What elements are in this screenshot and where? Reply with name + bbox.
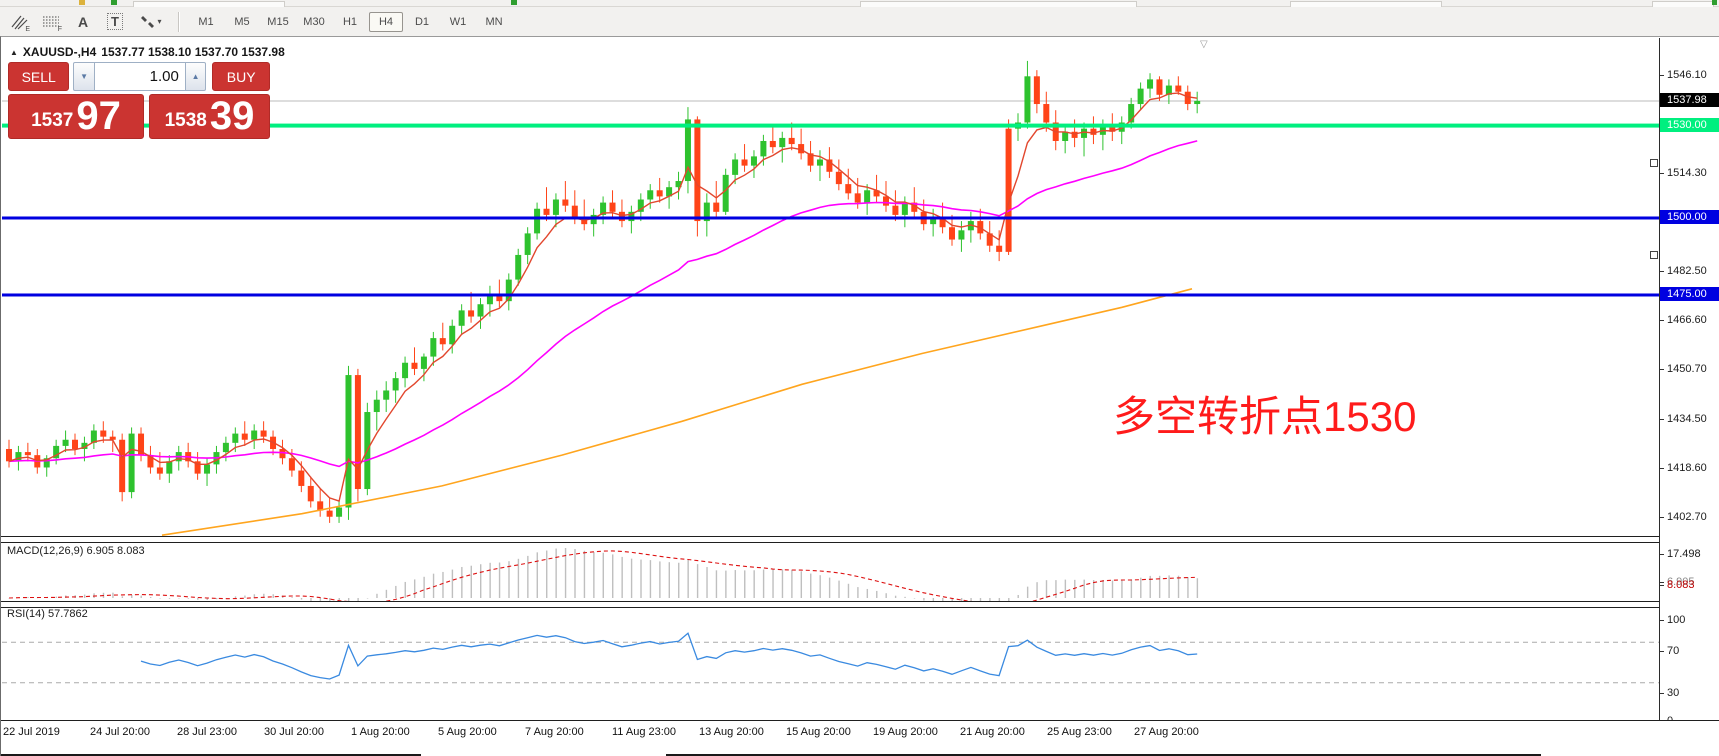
date-tick-label: 27 Aug 20:00 bbox=[1134, 726, 1199, 738]
panel-collapse-icon[interactable]: ▲ bbox=[10, 47, 18, 57]
text-label-glyph: A bbox=[77, 13, 89, 30]
text-box-glyph: T bbox=[107, 13, 123, 30]
chart-shift-marker[interactable]: ▽ bbox=[1200, 39, 1208, 50]
date-tick-label: 19 Aug 20:00 bbox=[873, 726, 938, 738]
price-tick-label: 1466.60 bbox=[1660, 313, 1707, 326]
macd-axis-label: 17.498 bbox=[1660, 548, 1701, 560]
price-tick-label: 1482.50 bbox=[1660, 264, 1707, 277]
rsi-indicator-pane[interactable] bbox=[2, 605, 1659, 719]
buy-price-main: 1538 bbox=[164, 110, 207, 131]
buy-button[interactable]: BUY bbox=[212, 62, 270, 91]
price-tick-label: 1514.30 bbox=[1660, 166, 1707, 179]
symbol-timeframe-label: XAUUSD-,H4 bbox=[22, 45, 97, 59]
chevron-down-icon: ▾ bbox=[157, 17, 162, 26]
date-tick-label: 25 Aug 23:00 bbox=[1047, 726, 1112, 738]
tf-button-m1[interactable]: M1 bbox=[198, 15, 214, 28]
text-label-icon[interactable]: A bbox=[70, 11, 96, 33]
rsi-canvas bbox=[2, 632, 1659, 684]
bottom-window-edge bbox=[1, 746, 1719, 756]
price-tick-label: 1402.70 bbox=[1660, 510, 1707, 523]
chart-toolbar: E F A T ▾ M1 M5 M15 M30 H1 H4 D1 W1 MN bbox=[0, 7, 1719, 37]
pane-resize-separator[interactable] bbox=[1, 601, 1659, 608]
rsi-axis-label: 70 bbox=[1659, 645, 1680, 657]
volume-decrease-button[interactable]: ▼ bbox=[73, 62, 95, 91]
macd-axis-label: 8.083 bbox=[1660, 579, 1695, 591]
price-axis[interactable]: 1546.10 1514.30 1482.50 1466.60 1450.70 1434.… bbox=[1659, 38, 1719, 743]
date-tick-label: 24 Jul 20:00 bbox=[90, 726, 150, 738]
fibonacci-grid-icon[interactable]: F bbox=[38, 11, 64, 33]
price-tick-label: 1546.10 bbox=[1660, 69, 1707, 81]
cropped-icon bbox=[79, 0, 85, 5]
date-axis[interactable]: 22 Jul 2019 24 Jul 20:00 28 Jul 23:00 30 Ju… bbox=[1, 720, 1719, 747]
cropped-icon bbox=[1712, 0, 1717, 5]
tf-button-d1[interactable]: D1 bbox=[414, 15, 430, 28]
sell-button[interactable]: SELL bbox=[8, 62, 70, 91]
tf-button-w1[interactable]: W1 bbox=[449, 15, 467, 28]
window-edge-segment bbox=[1, 754, 421, 756]
tf-button-h1[interactable]: H1 bbox=[342, 15, 358, 28]
pane-resize-separator[interactable] bbox=[1, 536, 1659, 543]
date-tick-label: 11 Aug 23:00 bbox=[612, 726, 677, 738]
sell-price-pips: 97 bbox=[76, 94, 121, 138]
window-edge-segment bbox=[666, 754, 1541, 756]
buy-price-button[interactable]: 1538 39 bbox=[149, 94, 270, 139]
tf-button-m5[interactable]: M5 bbox=[234, 15, 250, 28]
tf-button-mn[interactable]: MN bbox=[485, 15, 503, 28]
arrows-tool-icon[interactable]: ▾ bbox=[134, 11, 168, 33]
volume-input[interactable] bbox=[94, 62, 185, 91]
ohlc-quote-label: 1537.77 1538.10 1537.70 1537.98 bbox=[101, 45, 285, 59]
rsi-axis-label: 30 bbox=[1659, 687, 1680, 699]
cropped-upper-toolbar bbox=[0, 0, 1719, 7]
price-tick-label: 1434.50 bbox=[1660, 412, 1707, 425]
chart-title: ▲ XAUUSD-,H4 1537.77 1538.10 1537.70 153… bbox=[10, 45, 285, 59]
tf-button-h4[interactable]: H4 bbox=[369, 11, 403, 32]
date-tick-label: 13 Aug 20:00 bbox=[699, 726, 764, 738]
date-tick-label: 30 Jul 20:00 bbox=[264, 726, 324, 738]
hline-drag-handle[interactable] bbox=[1650, 158, 1658, 167]
text-box-icon[interactable]: T bbox=[102, 11, 128, 33]
date-tick-label: 5 Aug 20:00 bbox=[438, 726, 497, 738]
sell-price-button[interactable]: 1537 97 bbox=[8, 94, 144, 139]
candlestick-canvas bbox=[2, 60, 1659, 536]
cropped-icon bbox=[111, 0, 117, 5]
hline-drag-handle[interactable] bbox=[1650, 250, 1658, 259]
date-tick-label: 22 Jul 2019 bbox=[3, 726, 60, 738]
cropped-field bbox=[133, 1, 285, 7]
chart-annotation-text: 多空转折点1530 bbox=[1113, 393, 1417, 440]
macd-axis-label: 6.905 bbox=[1660, 576, 1695, 588]
price-tick-label: 1450.70 bbox=[1660, 362, 1707, 375]
one-click-trading-panel: SELL ▼ ▲ BUY 1537 97 1538 39 bbox=[8, 62, 270, 139]
timeframe-switcher: M1 M5 M15 M30 H1 H4 D1 W1 MN bbox=[188, 11, 512, 32]
macd-canvas bbox=[8, 548, 1199, 601]
rsi-axis-label: 100 bbox=[1659, 614, 1686, 626]
tf-button-m15[interactable]: M15 bbox=[267, 15, 289, 28]
tf-button-m30[interactable]: M30 bbox=[303, 15, 325, 28]
buy-price-pips: 39 bbox=[209, 94, 255, 138]
date-tick-label: 15 Aug 20:00 bbox=[786, 726, 851, 738]
cropped-icon bbox=[511, 0, 517, 5]
hline-price-tag: 1475.00 bbox=[1660, 286, 1719, 301]
hline-price-tag: 1500.00 bbox=[1660, 209, 1719, 224]
toolbar-divider bbox=[178, 11, 180, 32]
volume-increase-button[interactable]: ▲ bbox=[184, 62, 207, 91]
cropped-field bbox=[860, 1, 1137, 7]
macd-indicator-label: MACD(12,26,9) 6.905 8.083 bbox=[7, 545, 145, 557]
price-axis-divider bbox=[1659, 38, 1660, 743]
price-tick-label: 1418.60 bbox=[1660, 461, 1707, 474]
macd-indicator-pane[interactable] bbox=[2, 541, 1659, 601]
equidistant-channel-icon[interactable]: E bbox=[6, 11, 32, 33]
current-price-tag: 1537.98 bbox=[1660, 93, 1719, 107]
date-tick-label: 28 Jul 23:00 bbox=[177, 726, 237, 738]
sell-price-main: 1537 bbox=[31, 110, 74, 131]
rsi-indicator-label: RSI(14) 57.7862 bbox=[7, 608, 88, 620]
date-tick-label: 21 Aug 20:00 bbox=[960, 726, 1025, 738]
cropped-field bbox=[1290, 1, 1442, 7]
price-chart-pane[interactable] bbox=[2, 38, 1659, 536]
hline-price-tag: 1530.00 bbox=[1660, 117, 1719, 132]
date-tick-label: 1 Aug 20:00 bbox=[351, 726, 410, 738]
date-tick-label: 7 Aug 20:00 bbox=[525, 726, 584, 738]
chart-window: ▲ XAUUSD-,H4 1537.77 1538.10 1537.70 153… bbox=[0, 36, 1719, 756]
